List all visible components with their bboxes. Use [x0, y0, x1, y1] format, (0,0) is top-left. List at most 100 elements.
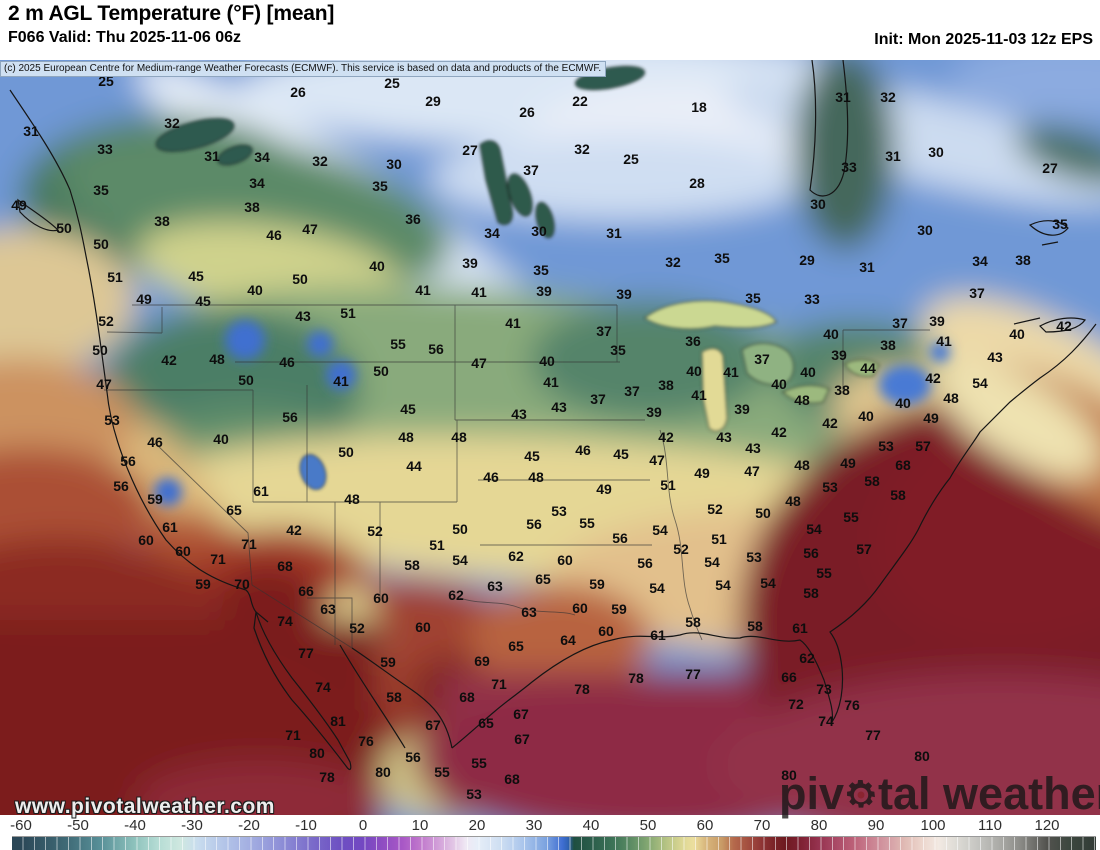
temp-value-label: 63 [521, 604, 537, 620]
temp-value-label: 66 [781, 669, 797, 685]
temp-value-label: 58 [404, 557, 420, 573]
temp-value-label: 78 [319, 769, 335, 785]
temp-value-label: 60 [415, 619, 431, 635]
temp-value-label: 33 [841, 159, 857, 175]
temp-value-label: 43 [987, 349, 1003, 365]
temp-value-label: 34 [484, 225, 500, 241]
temp-value-label: 25 [98, 73, 114, 89]
temp-value-label: 59 [380, 654, 396, 670]
temp-value-label: 31 [859, 259, 875, 275]
temp-value-label: 65 [508, 638, 524, 654]
temp-value-label: 46 [266, 227, 282, 243]
temp-value-label: 38 [834, 382, 850, 398]
cold-pockets [154, 320, 950, 506]
temp-value-label: 53 [746, 549, 762, 565]
temp-value-label: 40 [771, 376, 787, 392]
temp-value-label: 50 [452, 521, 468, 537]
temp-value-label: 48 [344, 491, 360, 507]
temp-value-label: 57 [856, 541, 872, 557]
temp-value-label: 32 [665, 254, 681, 270]
temp-value-label: 31 [835, 89, 851, 105]
temp-value-label: 73 [816, 681, 832, 697]
temp-value-label: 49 [694, 465, 710, 481]
temp-value-label: 77 [685, 666, 701, 682]
temp-value-label: 61 [253, 483, 269, 499]
temp-value-label: 35 [745, 290, 761, 306]
colorbar-tick-label: 0 [358, 817, 368, 834]
temp-value-label: 77 [865, 727, 881, 743]
temp-value-label: 48 [785, 493, 801, 509]
temp-value-label: 65 [226, 502, 242, 518]
temperature-map[interactable]: 25 26 31 32 33 31 34 32 35 34 38 38 46 47 49 50 50 51 45 40… [0, 60, 1100, 815]
temp-value-label: 80 [781, 767, 797, 783]
temp-value-label: 53 [551, 503, 567, 519]
temp-value-label: 22 [572, 93, 588, 109]
temp-value-label: 49 [923, 410, 939, 426]
temp-value-label: 52 [707, 501, 723, 517]
temp-value-label: 54 [649, 580, 665, 596]
temp-value-label: 35 [1052, 216, 1068, 232]
temp-value-label: 50 [93, 236, 109, 252]
temp-value-label: 47 [744, 463, 760, 479]
temp-value-label: 74 [818, 713, 834, 729]
temp-value-label: 76 [844, 697, 860, 713]
temperature-field [0, 60, 1100, 815]
brand-watermark: piv tal weather [779, 768, 1100, 819]
temp-value-label: 28 [689, 175, 705, 191]
temp-value-label: 47 [649, 452, 665, 468]
temp-value-label: 58 [803, 585, 819, 601]
temp-value-label: 38 [1015, 252, 1031, 268]
colorbar-tick-label: -10 [295, 817, 317, 834]
temp-value-label: 51 [107, 269, 123, 285]
temp-value-label: 43 [511, 406, 527, 422]
temp-value-label: 26 [519, 104, 535, 120]
temp-value-label: 60 [138, 532, 154, 548]
temp-value-label: 42 [822, 415, 838, 431]
temp-value-label: 66 [298, 583, 314, 599]
temp-value-label: 68 [504, 771, 520, 787]
temp-value-label: 33 [97, 141, 113, 157]
temp-value-label: 30 [386, 156, 402, 172]
temp-value-label: 81 [330, 713, 346, 729]
colorbar-ticks: -60 -50 -40 -30 -20 -10 0 10 20 30 40 50 60 70 80 90 100… [0, 817, 1100, 834]
temp-value-label: 30 [531, 223, 547, 239]
temp-value-label: 31 [23, 123, 39, 139]
temp-value-label: 43 [295, 308, 311, 324]
temp-value-label: 41 [415, 282, 431, 298]
temp-value-label: 53 [466, 786, 482, 802]
temp-value-label: 37 [969, 285, 985, 301]
init-time-label: Init: Mon 2025-11-03 12z EPS [874, 31, 1093, 48]
temp-value-label: 41 [936, 333, 952, 349]
temp-value-label: 60 [557, 552, 573, 568]
temp-value-label: 71 [241, 536, 257, 552]
temp-value-label: 33 [804, 291, 820, 307]
temp-value-label: 32 [880, 89, 896, 105]
temp-value-label: 53 [822, 479, 838, 495]
temp-value-label: 80 [914, 748, 930, 764]
temp-value-label: 53 [878, 438, 894, 454]
temp-value-label: 50 [238, 372, 254, 388]
temp-value-label: 32 [574, 141, 590, 157]
temp-value-label: 55 [471, 755, 487, 771]
temp-value-label: 71 [285, 727, 301, 743]
temp-value-label: 42 [771, 424, 787, 440]
temp-value-label: 50 [755, 505, 771, 521]
map-container: 25 26 31 32 33 31 34 32 35 34 38 38 46 47 49 50 50 51 45 40… [0, 60, 1100, 815]
temp-value-label: 68 [459, 689, 475, 705]
temp-value-label: 37 [590, 391, 606, 407]
temp-value-label: 48 [794, 457, 810, 473]
temp-value-label: 56 [526, 516, 542, 532]
temp-value-label: 54 [972, 375, 988, 391]
colorbar-tick-label: 30 [525, 817, 543, 834]
temp-value-label: 59 [611, 601, 627, 617]
temp-value-label: 40 [539, 353, 555, 369]
temp-value-label: 41 [505, 315, 521, 331]
temp-value-label: 40 [247, 282, 263, 298]
temp-value-label: 41 [723, 364, 739, 380]
temp-value-label: 44 [406, 458, 422, 474]
temp-value-label: 18 [691, 99, 707, 115]
temp-value-label: 54 [652, 522, 668, 538]
temp-value-label: 32 [312, 153, 328, 169]
colorbar-tick-label: 120 [1034, 817, 1060, 834]
